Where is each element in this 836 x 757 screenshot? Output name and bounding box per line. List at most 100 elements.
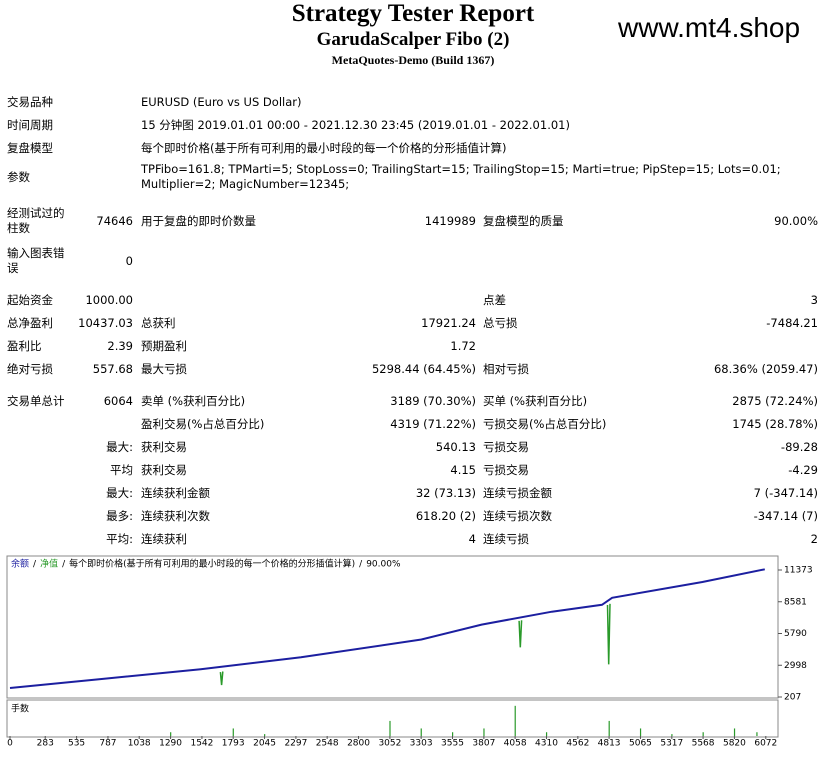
x-tick-label: 2297 [284, 739, 307, 749]
cell-value: 最大: [106, 485, 133, 500]
plot-frame [6, 555, 779, 699]
cell-value: 557.68 [92, 361, 133, 376]
legend-separator: / [359, 560, 363, 570]
cell-label2: 卖单 (%获利百分比) [141, 393, 246, 408]
cell-value3: 68.36% (2059.47) [713, 361, 818, 376]
cell-value3: 1745 (28.78%) [732, 416, 818, 431]
x-tick-label: 0 [7, 739, 13, 749]
cell-label: 参数 [7, 169, 30, 184]
cell-value: 74646 [96, 213, 133, 228]
x-tick-label: 3052 [378, 739, 401, 749]
lot-bar [420, 728, 422, 736]
cell-value2: 3189 (70.30%) [390, 393, 476, 408]
cell-label: 起始资金 [7, 292, 53, 307]
x-tick-label: 5568 [692, 739, 715, 749]
cell-value3: 90.00% [774, 213, 818, 228]
cell-label2: 盈利交易(%占总百分比) [141, 416, 265, 431]
lot-bar [702, 732, 704, 736]
cell-label2: 连续获利次数 [141, 508, 210, 523]
x-tick-label: 3555 [441, 739, 464, 749]
cell-value: 最多: [106, 508, 133, 523]
cell-value: 10437.03 [78, 315, 133, 330]
cell-label2: 获利交易 [141, 462, 187, 477]
lot-bar [639, 728, 642, 736]
cell-value3: 2 [810, 531, 818, 546]
cell-label: 绝对亏损 [7, 361, 53, 376]
cell-value: 6064 [103, 393, 133, 408]
x-tick-label: 5065 [629, 739, 652, 749]
report-row: 总净盈利 10437.03 总获利 17921.24 总亏损 -7484.21 [0, 308, 836, 338]
cell-value2: 17921.24 [421, 315, 476, 330]
cell-value2: 1419989 [424, 213, 476, 228]
cell-label3: 亏损交易 [483, 439, 529, 454]
x-tick-label: 5820 [723, 739, 746, 749]
cell-label: 交易单总计 [7, 393, 65, 408]
report-row: 盈利交易(%占总百分比) 4319 (71.22%) 亏损交易(%占总百分比) 174… [0, 409, 836, 439]
legend-separator: / [62, 560, 66, 570]
cell-label: 交易品种 [7, 94, 53, 109]
legend-separator: / [33, 560, 37, 570]
x-tick-label: 3807 [472, 739, 495, 749]
cell-label3: 连续亏损 [483, 531, 529, 546]
x-tick-label: 3303 [410, 739, 433, 749]
report-row: 参数 TPFibo=161.8; TPMarti=5; StopLoss=0; T… [0, 162, 836, 192]
cell-label3: 连续亏损金额 [483, 485, 552, 500]
watermark: www.mt4.shop [618, 12, 801, 43]
report-row: 交易品种 EURUSD (Euro vs US Dollar) [0, 87, 836, 117]
series-line [9, 568, 765, 689]
report-title: Strategy Tester Report [291, 0, 535, 27]
cell-value2: 4319 (71.22%) [390, 416, 476, 431]
cell-label3: 复盘模型的质量 [483, 213, 564, 228]
x-tick-label: 6072 [754, 739, 777, 749]
cell-label3: 总亏损 [483, 315, 518, 330]
cell-label: 经测试过的柱数 [7, 206, 65, 235]
lot-bar [264, 734, 266, 736]
cell-text: 每个即时价格(基于所有可利用的最小时段的每一个价格的分形插值计算) [141, 140, 507, 155]
x-tick-label: 2800 [347, 739, 370, 749]
x-tick-label: 1542 [190, 739, 213, 749]
cell-value3: 7 (-347.14) [753, 485, 818, 500]
x-tick-label: 1038 [128, 739, 151, 749]
lot-bar [756, 732, 758, 736]
cell-label2: 连续获利金额 [141, 485, 210, 500]
lot-bar [452, 732, 454, 736]
cell-value3: 2875 (72.24%) [732, 393, 818, 408]
x-tick-label: 535 [68, 739, 85, 749]
report-row: 绝对亏损 557.68 最大亏损 5298.44 (64.45%) 相对亏损 68.36%… [0, 354, 836, 384]
cell-label: 时间周期 [7, 117, 53, 132]
legend-balance: 余额 [11, 558, 29, 570]
cell-label3: 相对亏损 [483, 361, 529, 376]
y-tick-label: 11373 [784, 565, 813, 575]
x-tick-label: 5317 [660, 739, 683, 749]
cell-text: 15 分钟图 2019.01.01 00:00 - 2021.12.30 23:… [141, 117, 570, 132]
y-tick-label: 8581 [784, 597, 807, 607]
lot-bar [232, 728, 234, 736]
x-tick-label: 2045 [253, 739, 276, 749]
cell-label3: 连续亏损次数 [483, 508, 552, 523]
lot-bar [671, 734, 673, 736]
cell-value3: 3 [810, 292, 818, 307]
report-row: 最大: 连续获利金额 32 (73.13) 连续亏损金额 7 (-347.14) [0, 478, 836, 508]
lot-bar [389, 720, 391, 736]
cell-label: 盈利比 [7, 338, 42, 353]
cell-label2: 用于复盘的即时价数量 [141, 213, 256, 228]
lot-bar [514, 705, 516, 736]
report-row: 盈利比 2.39 预期盈利 1.72 [0, 331, 836, 361]
cell-label2: 连续获利 [141, 531, 187, 546]
cell-value2: 1.72 [450, 338, 476, 353]
cell-value: 2.39 [107, 338, 133, 353]
cell-label2: 预期盈利 [141, 338, 187, 353]
cell-label3: 亏损交易(%占总百分比) [483, 416, 607, 431]
cell-value: 1000.00 [85, 292, 133, 307]
x-tick-label: 1290 [159, 739, 182, 749]
y-tick-label: 5790 [784, 629, 807, 639]
cell-label3: 亏损交易 [483, 462, 529, 477]
x-tick-label: 4310 [535, 739, 558, 749]
lot-bar [608, 720, 610, 736]
x-tick-label: 2548 [316, 739, 339, 749]
cell-value3: -347.14 (7) [753, 508, 818, 523]
cell-label3: 买单 (%获利百分比) [483, 393, 588, 408]
legend-equity: 净值 [40, 558, 58, 570]
lot-bar [545, 732, 548, 736]
report-row: 最大: 获利交易 540.13 亏损交易 -89.28 [0, 432, 836, 462]
